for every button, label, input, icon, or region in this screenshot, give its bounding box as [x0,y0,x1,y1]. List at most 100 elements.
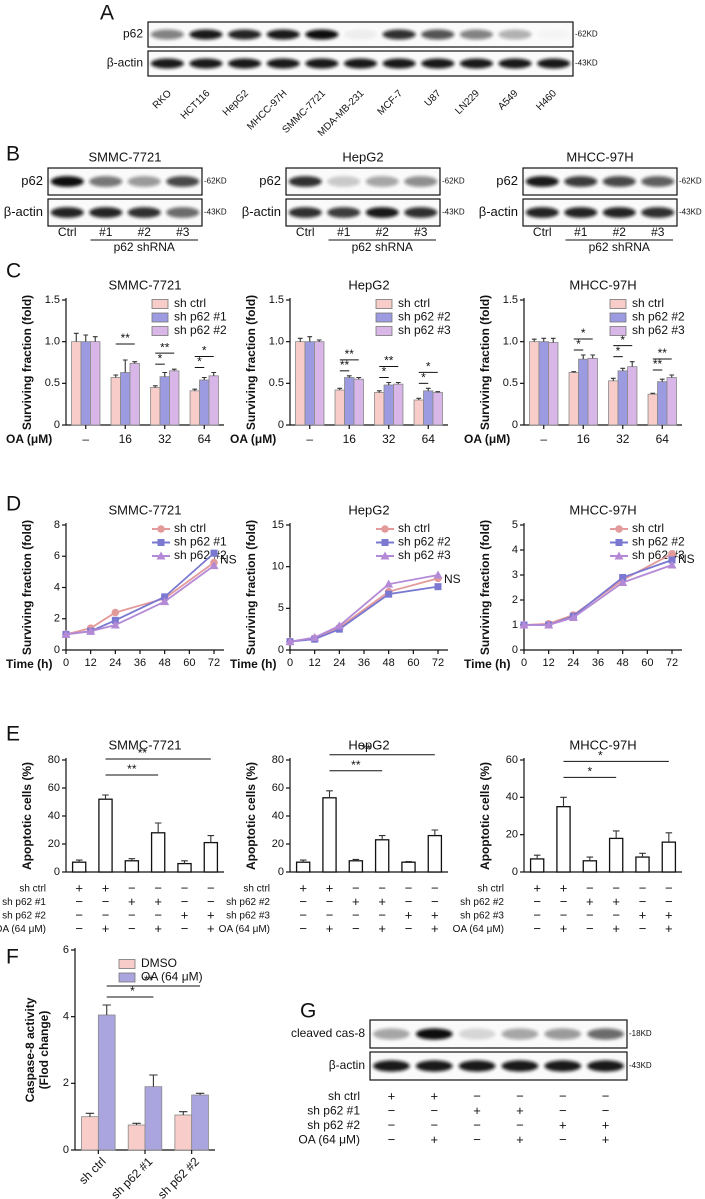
error-bar [590,354,596,359]
marker [334,621,344,630]
bar [413,399,424,426]
bar [538,341,549,426]
y-axis-label: Apoptotic cells (%) [20,762,34,870]
lane-label: #2 [376,225,390,239]
marker [433,570,443,579]
condition-mark: − [639,894,647,909]
error-bar [113,374,119,378]
blot-title: MHCC-97H [566,149,633,164]
condition-mark: − [405,880,413,895]
y-axis-label: Surviving fraction (fold) [244,295,258,430]
condition-mark: + [602,1132,610,1147]
y-tick-label: 40 [272,810,284,822]
chart-title: MHCC-97H [569,502,636,517]
condition-mark: − [181,880,189,895]
condition-mark: − [612,907,620,922]
band [227,58,262,69]
condition-mark: − [473,1132,481,1147]
x-tick-label: 60 [183,657,195,669]
chart-title: HepG2 [348,277,389,292]
condition-mark: + [602,1117,610,1132]
bar [556,806,571,873]
bar [189,390,200,426]
band [343,58,378,69]
band [415,1028,453,1040]
condition-mark: − [430,1117,438,1132]
blot-strip [369,1051,628,1081]
error-bar [560,796,567,807]
condition-mark: − [75,921,83,936]
condition-mark: − [388,1132,396,1147]
error-bar [122,359,128,373]
condition-mark: + [75,880,83,895]
line [65,552,215,636]
error-bar [201,376,207,380]
y-axis-label: Surviving fraction (fold) [244,520,258,655]
chart-title: HepG2 [348,737,389,752]
legend-marker [615,525,623,533]
condition-mark: + [207,921,215,936]
bar [150,832,166,873]
legend-swatch [375,312,393,323]
annotation: NS [444,572,461,586]
y-axis-label: Caspase-8 activity [23,997,37,1102]
row-label: β-actin [107,56,143,70]
legend-label: OA (64 μM) [141,970,203,984]
condition-mark: − [602,1088,610,1103]
y-tick-label: 8 [54,519,60,531]
error-bar [152,385,158,388]
band [327,207,361,218]
bar [578,358,589,426]
y-tick-label: 3 [512,569,518,581]
x-tick-label: sh p62 #1 [108,1154,155,1199]
y-tick-label: 4 [54,581,60,593]
marker [86,626,96,635]
chart-title: SMMC-7721 [109,737,182,752]
band [404,207,438,218]
bar [383,384,394,426]
significance-label: ** [345,347,355,361]
error-bar [92,336,98,342]
band [166,207,200,218]
error-bar [337,387,343,390]
band [227,29,262,40]
condition-mark: − [516,1088,524,1103]
significance-label: * [130,984,135,998]
row-label: p62 [21,173,43,188]
error-bar [376,390,382,393]
condition-mark: + [516,1132,524,1147]
condition-label: sh p62 #2 [307,1118,360,1132]
size-label: -43KD [679,208,702,217]
bar [548,342,559,426]
condition-mark: + [430,1088,438,1103]
bar [174,1114,193,1151]
y-axis-label: Surviving fraction (fold) [20,520,34,655]
y-axis-label: Apoptotic cells (%) [478,762,492,870]
legend-label: sh p62 #3 [632,323,685,337]
condition-mark: + [378,894,386,909]
row-label: β-actin [4,204,43,219]
error-bar [431,829,439,836]
blot-title: HepG2 [342,149,383,164]
condition-mark: − [207,894,215,909]
lane-label: LN229 [453,88,482,117]
row-label: p62 [123,27,143,41]
legend-label: sh p62 #2 [398,535,451,549]
condition-mark: + [378,921,386,936]
x-tick-label: – [540,432,547,446]
y-tick-label: 0.5 [503,377,518,389]
condition-mark: − [405,894,413,909]
condition-label: OA (64 μM) [219,924,270,935]
legend-swatch [118,959,136,969]
condition-mark: − [639,880,647,895]
condition-mark: + [207,907,215,922]
y-tick-label: 0 [54,419,60,431]
condition-mark: + [181,907,189,922]
marker [160,597,170,606]
bar [647,393,658,426]
significance-label: * [421,371,426,385]
chart-title: HepG2 [348,502,389,517]
x-tick-label: 0 [287,657,293,669]
band [602,176,636,187]
panel-label: F [6,946,19,969]
